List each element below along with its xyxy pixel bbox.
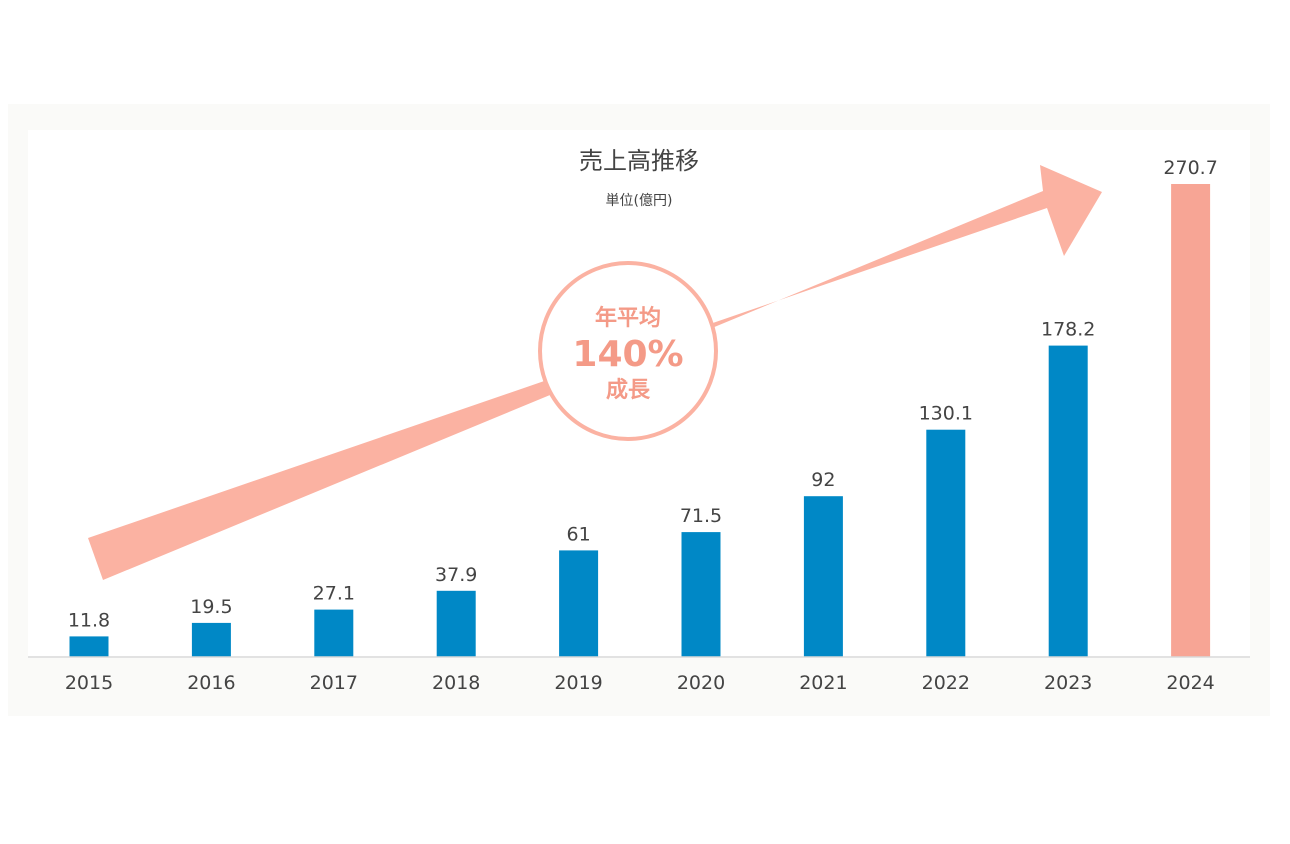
x-tick-label-2018: 2018: [432, 672, 480, 694]
value-label-2019: 61: [567, 523, 591, 545]
bar-2022: [926, 429, 966, 657]
bar-2016: [191, 622, 231, 657]
x-tick-label-2019: 2019: [554, 672, 602, 694]
annotation-line1: 年平均: [595, 305, 661, 331]
bar-2023: [1048, 345, 1088, 657]
growth-annotation: 年平均 140% 成長: [538, 261, 718, 441]
x-tick-label-2022: 2022: [922, 672, 970, 694]
bar-2017: [314, 609, 354, 657]
bar-2021: [803, 496, 843, 657]
bar-2015: [69, 636, 109, 657]
chart-subtitle: 単位(億円): [606, 193, 673, 209]
value-label-2015: 11.8: [68, 609, 110, 631]
value-label-2021: 92: [811, 469, 835, 491]
chart-title: 売上高推移: [579, 147, 699, 175]
annotation-circle: [538, 261, 718, 441]
x-tick-label-2024: 2024: [1166, 672, 1214, 694]
value-label-2023: 178.2: [1041, 319, 1095, 341]
x-tick-label-2017: 2017: [310, 672, 358, 694]
value-label-2016: 19.5: [190, 596, 232, 618]
x-tick-label-2020: 2020: [677, 672, 725, 694]
x-tick-label-2015: 2015: [65, 672, 113, 694]
value-label-2017: 27.1: [313, 583, 355, 605]
value-label-2020: 71.5: [680, 505, 722, 527]
bar-2024: [1171, 184, 1211, 657]
x-tick-label-2021: 2021: [799, 672, 847, 694]
annotation-line3: 成長: [606, 378, 651, 403]
labels-layer: 11.8 2015 19.5 2016 27.1 2017 37.9 2018 61 2019 71…: [65, 157, 1218, 694]
bar-2019: [559, 550, 599, 657]
x-tick-label-2023: 2023: [1044, 672, 1092, 694]
bars-layer: [69, 184, 1211, 657]
bar-2018: [436, 590, 476, 657]
value-label-2022: 130.1: [919, 403, 973, 425]
value-label-2024: 270.7: [1163, 157, 1217, 179]
bar-2020: [681, 532, 721, 657]
x-tick-label-2016: 2016: [187, 672, 235, 694]
annotation-line2: 140%: [572, 334, 683, 375]
value-label-2018: 37.9: [435, 564, 477, 586]
